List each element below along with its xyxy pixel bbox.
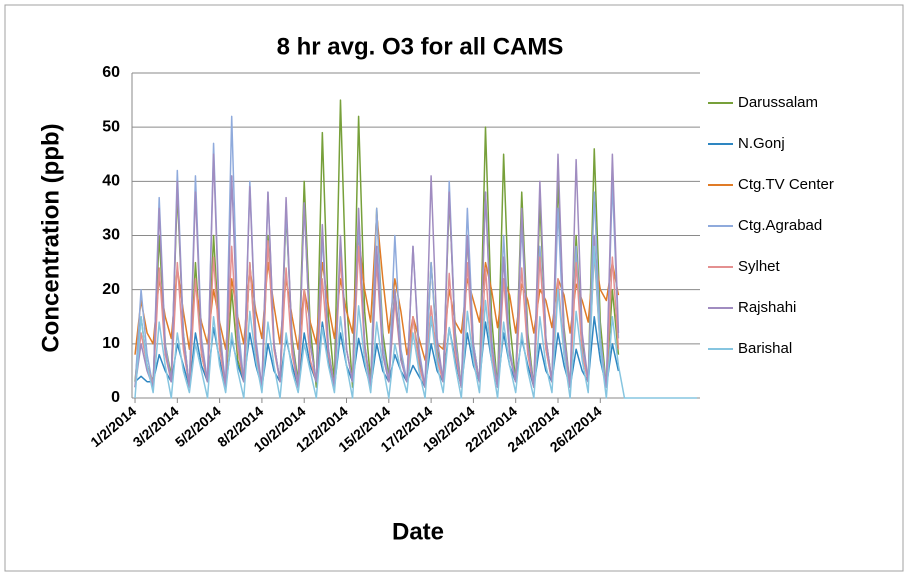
y-tick-label: 0 <box>111 389 120 406</box>
legend-label: Darussalam <box>738 94 818 111</box>
legend-label: Barishal <box>738 340 792 357</box>
y-tick-label: 30 <box>102 227 120 244</box>
chart-title: 8 hr avg. O3 for all CAMS <box>277 33 564 60</box>
legend-label: N.Gonj <box>738 135 785 152</box>
series-line <box>134 245 697 399</box>
y-tick-label: 20 <box>102 281 120 298</box>
legend-label: Rajshahi <box>738 299 796 316</box>
y-tick-label: 40 <box>102 173 120 190</box>
legend-label: Ctg.TV Center <box>738 176 834 193</box>
x-axis-title: Date <box>392 518 444 545</box>
y-tick-label: 10 <box>102 335 120 352</box>
legend-label: Sylhet <box>738 258 781 275</box>
legend-label: Ctg.Agrabad <box>738 217 822 234</box>
y-tick-label: 60 <box>102 64 120 81</box>
series-line <box>134 153 620 388</box>
y-axis-title: Concentration (ppb) <box>37 123 64 352</box>
y-tick-label: 50 <box>102 118 120 135</box>
